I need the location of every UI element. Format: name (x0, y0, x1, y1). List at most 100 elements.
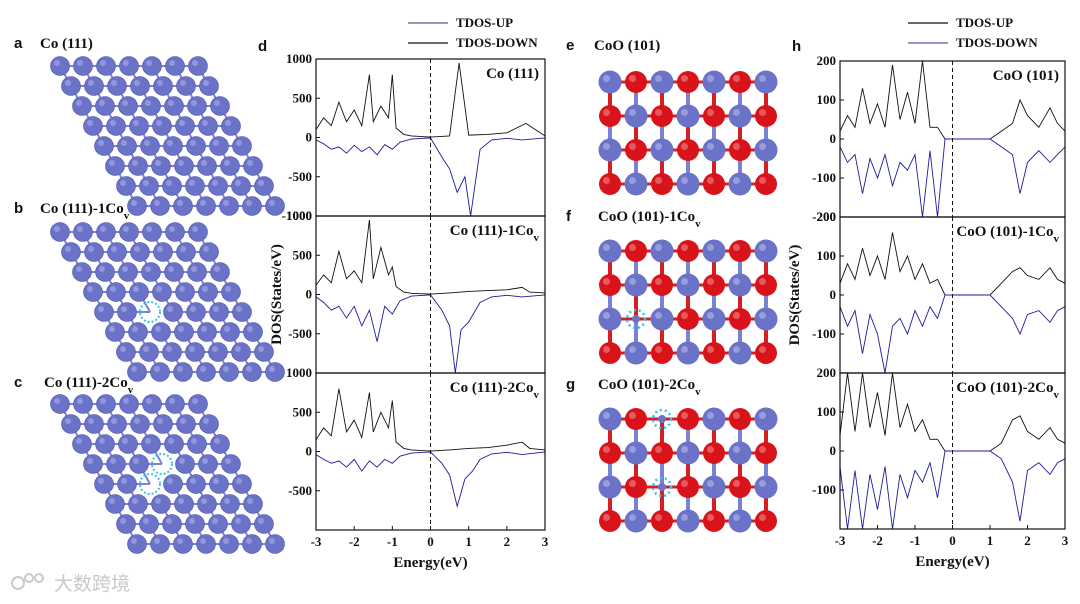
atom-highlight (110, 286, 116, 292)
co-atom (198, 116, 218, 136)
co-atom (754, 138, 778, 162)
co-atom (254, 176, 274, 196)
co-atom-small (658, 483, 666, 491)
atom-highlight (223, 366, 229, 372)
co-atom (139, 176, 159, 196)
atom-highlight (156, 286, 162, 292)
watermark-text: 大数跨境 (54, 573, 130, 595)
x-tick-label: -3 (311, 534, 322, 549)
atom-highlight (733, 177, 740, 184)
co-atom (676, 273, 700, 297)
legend-label: TDOS-UP (456, 15, 513, 30)
subplot-2: 200 100 0 -100 CoO (101)-2Cov (812, 365, 1066, 530)
atom-highlight (157, 80, 163, 86)
co-atom (140, 136, 160, 156)
o-atom (703, 105, 725, 127)
co-atom (175, 282, 195, 302)
atom-highlight (203, 80, 209, 86)
atom-highlight (603, 109, 610, 116)
co-atom (164, 96, 184, 116)
atom-highlight (213, 306, 219, 312)
atom-highlight (156, 120, 162, 126)
atom-highlight (99, 438, 105, 444)
co-atom (162, 176, 182, 196)
atom-highlight (681, 177, 688, 184)
co-atom (676, 104, 700, 128)
atom-highlight (603, 346, 610, 353)
co-atom (175, 454, 195, 474)
co-atom (676, 441, 700, 465)
co-atom (176, 242, 196, 262)
co-atom (242, 362, 262, 382)
co-atom (116, 514, 136, 534)
co-atom (94, 474, 114, 494)
atom-highlight (166, 180, 172, 186)
watermark: 大数跨境 (11, 573, 130, 595)
panel-title-g: CoO (101)-2Cov (598, 377, 701, 398)
o-atom (651, 342, 673, 364)
atom-highlight (190, 140, 196, 146)
co-atom (152, 282, 172, 302)
co-atom (197, 156, 217, 176)
co-atom (162, 342, 182, 362)
co-atom (187, 434, 207, 454)
subplot-label-main: CoO (101)-1Co (956, 224, 1053, 240)
atom-highlight (629, 109, 636, 116)
co-atom (163, 302, 183, 322)
y-axis-label: DOS(States/eV) (269, 244, 285, 345)
panel-title-b-sub: v (124, 210, 130, 222)
dos-chart-h: TDOS-UPTDOS-DOWNDOS(States/eV)2001000-10… (787, 15, 1069, 570)
atom-highlight (122, 266, 128, 272)
co-atom (702, 239, 726, 263)
atom-highlight (733, 480, 740, 487)
co-atom (219, 534, 239, 554)
co-atom (96, 394, 116, 414)
atom-highlight (77, 60, 83, 66)
co-atom (196, 362, 216, 382)
y-tick-label: 500 (293, 404, 313, 419)
x-axis-label: Energy(eV) (393, 555, 467, 571)
atom-highlight (180, 80, 186, 86)
atom-highlight (154, 366, 160, 372)
atom-highlight (213, 478, 219, 484)
atom-highlight (603, 412, 610, 419)
atom-highlight (76, 438, 82, 444)
subplot-1: 200 100 0 -100 CoO (101)-1Cov (812, 209, 1066, 374)
atom-highlight (707, 278, 714, 285)
o-atom (599, 274, 621, 296)
panel-h: h TDOS-UPTDOS-DOWNDOS(States/eV)2001000-… (787, 15, 1069, 570)
y-tick-label: 0 (306, 287, 313, 302)
y-tick-label: 0 (830, 443, 837, 458)
co-atom (624, 341, 648, 365)
co-atom (84, 76, 104, 96)
co-atom (650, 138, 674, 162)
co-atom (220, 322, 240, 342)
atom-highlight (179, 120, 185, 126)
co-atom (209, 474, 229, 494)
panel-title-g-sub: v (695, 386, 701, 398)
atom-highlight (88, 246, 94, 252)
atom-highlight (54, 398, 60, 404)
o-atom (703, 510, 725, 532)
o-atom (599, 342, 621, 364)
subplot-label: CoO (101) (993, 68, 1059, 84)
atom-highlight (120, 180, 126, 186)
atom-highlight (212, 346, 218, 352)
co-atom (105, 156, 125, 176)
co-atom (127, 196, 147, 216)
atom-highlight (759, 446, 766, 453)
atom-highlight (166, 346, 172, 352)
co-atom (150, 534, 170, 554)
co-atom (598, 239, 622, 263)
co-atom (187, 96, 207, 116)
panel-f: f CoO (101)-1Cov (566, 208, 778, 365)
co-atom-small (632, 315, 640, 323)
atom-highlight (146, 226, 152, 232)
coo101-1cov-structure (598, 239, 778, 365)
atom-highlight (655, 278, 662, 285)
series-tdos-up (839, 60, 1066, 140)
co-atom (243, 156, 263, 176)
co-atom (50, 222, 70, 242)
o-atom (599, 510, 621, 532)
y-tick-label: 100 (817, 248, 837, 263)
